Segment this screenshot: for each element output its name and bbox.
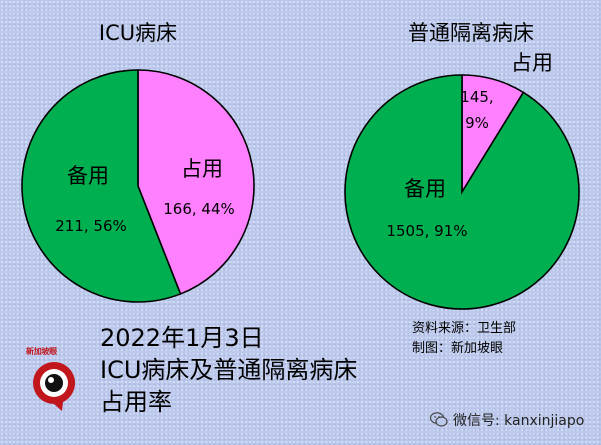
wechat-icon — [430, 412, 448, 427]
chart-title: 普通隔离病床 — [408, 21, 534, 45]
credit-line: 制图：新加坡眼 — [412, 341, 504, 356]
slice-label-occupied: 占用 — [511, 51, 553, 75]
chart-general-isolation: 普通隔离病床 占用 145, 9% 备用 1505, 91% — [344, 21, 580, 310]
chart-title: ICU病床 — [99, 21, 177, 45]
pie-slice-standby — [21, 69, 182, 303]
caption-subtitle: 占用率 — [100, 388, 172, 416]
wechat-watermark: 微信号: kanxinjiapo — [430, 409, 584, 431]
slice-value-occupied: 166, 44% — [163, 200, 235, 218]
caption: 2022年1月3日 ICU病床及普通隔离病床 占用率 — [100, 322, 357, 418]
slice-value-standby: 211, 56% — [55, 217, 127, 235]
slice-value-occupied-percent: 9% — [465, 114, 489, 132]
slice-label-occupied: 占用 — [181, 157, 223, 181]
slice-label-standby: 备用 — [404, 177, 446, 201]
caption-title: ICU病床及普通隔离病床 — [100, 356, 358, 384]
caption-date: 2022年1月3日 — [100, 324, 264, 352]
slice-value-occupied-count: 145, — [460, 88, 493, 106]
pie-slices — [21, 69, 255, 303]
pie-slices — [344, 74, 580, 310]
logo-text: 新加坡眼 — [26, 347, 57, 356]
pie-slice-standby — [344, 74, 580, 310]
brand-logo: 新加坡眼 — [22, 346, 86, 418]
slice-label-standby: 备用 — [67, 164, 109, 188]
slice-value-standby: 1505, 91% — [386, 222, 467, 240]
source-note: 资料来源：卫生部 制图：新加坡眼 — [412, 319, 516, 359]
chart-icu: ICU病床 占用 166, 44% 备用 211, 56% — [21, 21, 255, 303]
eye-logo-icon — [33, 361, 76, 411]
pie-slice-occupied — [137, 69, 255, 295]
wechat-id: 微信号: kanxinjiapo — [453, 413, 585, 429]
source-line: 资料来源：卫生部 — [412, 321, 517, 336]
